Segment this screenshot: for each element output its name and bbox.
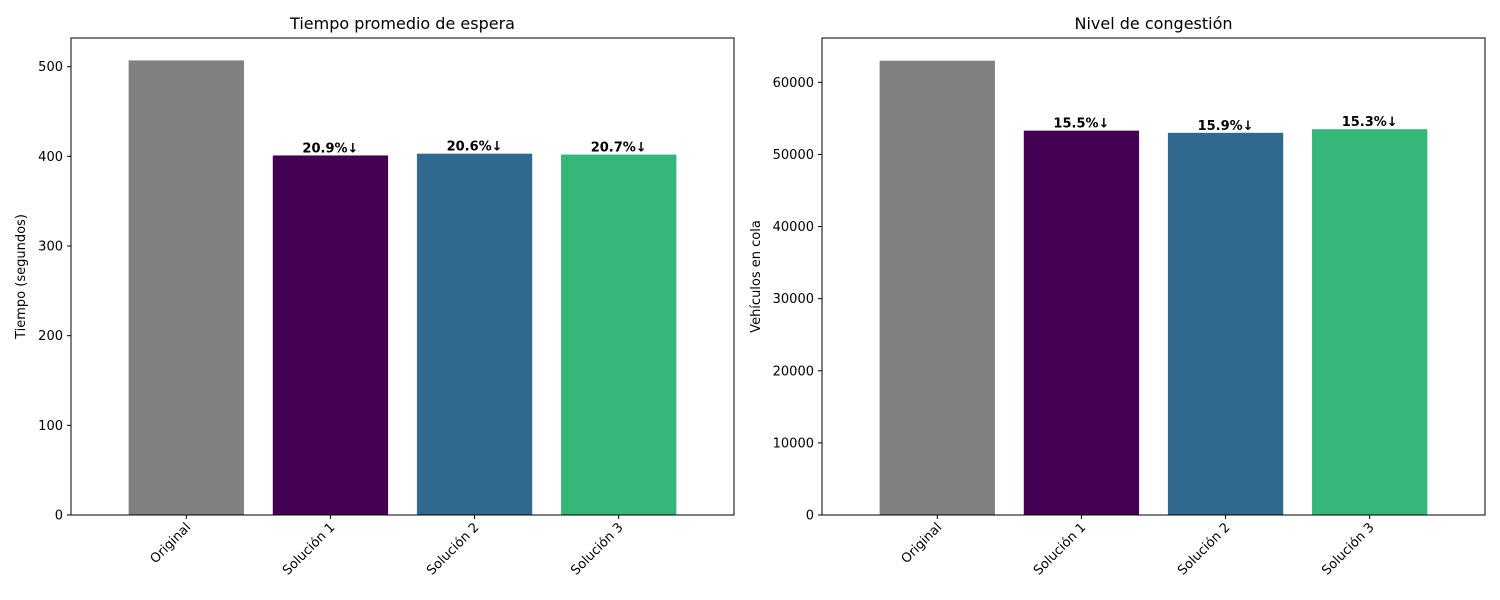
x-tick-label: Solución 3 — [568, 520, 626, 578]
data-label-2-2: 15.5%↓ — [1053, 117, 1109, 132]
chart-panel-2: 15.5%↓ 15.9%↓ 15.3%↓ 0 10000 20000 30000 40000 5… — [749, 14, 1486, 579]
data-label-1-3: 20.6%↓ — [447, 140, 503, 155]
y-axis-label-2: Vehículos en cola — [749, 220, 764, 333]
y-tick-label: 0 — [55, 509, 63, 524]
bar-1-4 — [561, 154, 677, 515]
y-tick-label: 500 — [38, 60, 63, 75]
bar-1-2 — [272, 155, 389, 515]
data-label-2-4: 15.3%↓ — [1342, 115, 1398, 130]
y-tick-label: 60000 — [773, 76, 814, 91]
x-tick-label: Solución 2 — [424, 520, 482, 578]
x-tick-label: Original — [148, 520, 195, 567]
bar-2-4 — [1312, 129, 1428, 515]
y-tick-label: 30000 — [773, 292, 814, 307]
x-tick-label: Solución 1 — [280, 520, 338, 578]
plot-frame-1 — [70, 37, 735, 516]
y-tick-label: 10000 — [773, 436, 814, 451]
chart-title-1: Tiempo promedio de espera — [289, 14, 515, 33]
y-tick-label: 200 — [38, 329, 63, 344]
bar-1-3 — [416, 153, 533, 516]
y-tick-label: 100 — [38, 419, 63, 434]
x-tick-label: Original — [899, 520, 946, 567]
data-label-1-2: 20.9%↓ — [302, 141, 358, 156]
y-tick-label: 50000 — [773, 148, 814, 163]
x-tick-label: Solución 2 — [1175, 520, 1233, 578]
y-tick-label: 20000 — [773, 364, 814, 379]
chart-title-2: Nivel de congestión — [1074, 14, 1232, 33]
data-label-2-3: 15.9%↓ — [1198, 119, 1254, 134]
y-tick-label: 0 — [806, 509, 814, 524]
bar-2-2 — [1023, 130, 1140, 516]
plot-frame-2 — [821, 37, 1486, 516]
y-axis-label-1: Tiempo (segundos) — [14, 214, 29, 340]
x-tick-label: Solución 3 — [1319, 520, 1377, 578]
y-tick-label: 400 — [38, 150, 63, 165]
bar-1-1 — [128, 60, 244, 516]
chart-panel-1: 20.9%↓ 20.6%↓ 20.7%↓ 0 100 200 300 400 500 Origin… — [14, 14, 735, 579]
y-tick-label: 300 — [38, 240, 63, 255]
bar-2-3 — [1167, 132, 1284, 516]
data-label-1-4: 20.7%↓ — [591, 141, 647, 156]
y-tick-label: 40000 — [773, 220, 814, 235]
x-tick-label: Solución 1 — [1031, 520, 1089, 578]
bar-2-1 — [879, 60, 995, 515]
